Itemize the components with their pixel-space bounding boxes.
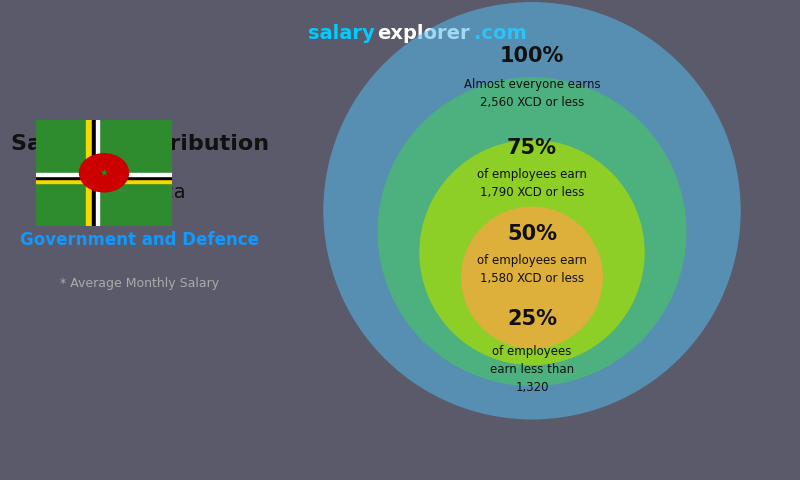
Circle shape <box>461 206 603 348</box>
Bar <box>96 120 99 226</box>
Bar <box>86 120 98 226</box>
Text: Dominica: Dominica <box>94 182 186 202</box>
Circle shape <box>79 154 129 192</box>
Bar <box>92 120 96 226</box>
Text: explorer: explorer <box>378 24 470 43</box>
Bar <box>36 173 172 176</box>
Text: Salaries Distribution: Salaries Distribution <box>11 134 269 154</box>
Text: Government and Defence: Government and Defence <box>21 231 259 249</box>
Text: 50%: 50% <box>507 224 557 244</box>
Bar <box>36 175 172 183</box>
Text: of employees
earn less than
1,320: of employees earn less than 1,320 <box>490 345 574 394</box>
Text: 100%: 100% <box>500 47 564 66</box>
Text: 25%: 25% <box>507 309 557 329</box>
Text: ★: ★ <box>100 168 108 178</box>
Circle shape <box>323 2 741 420</box>
Bar <box>36 176 172 179</box>
Circle shape <box>419 140 645 365</box>
Text: * Average Monthly Salary: * Average Monthly Salary <box>61 276 219 290</box>
Text: Almost everyone earns
2,560 XCD or less: Almost everyone earns 2,560 XCD or less <box>464 78 600 109</box>
Text: of employees earn
1,580 XCD or less: of employees earn 1,580 XCD or less <box>477 254 587 285</box>
Text: .com: .com <box>474 24 526 43</box>
Text: of employees earn
1,790 XCD or less: of employees earn 1,790 XCD or less <box>477 168 587 199</box>
Text: 75%: 75% <box>507 138 557 158</box>
Text: salary: salary <box>308 24 374 43</box>
Circle shape <box>378 77 686 386</box>
